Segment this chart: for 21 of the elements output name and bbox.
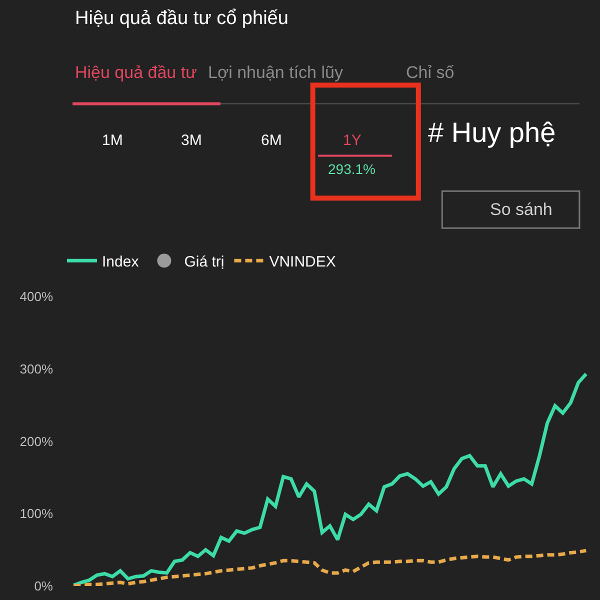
chart-title: Hiệu quả đầu tư cổ phiếu bbox=[75, 8, 288, 29]
text: # Huy phệ bbox=[428, 117, 556, 148]
line-series bbox=[72, 372, 588, 586]
y-tick-label: 400% bbox=[20, 289, 54, 304]
text: 1Y bbox=[343, 132, 362, 149]
legend-label: Index bbox=[102, 253, 140, 270]
legend-label: VNINDEX bbox=[269, 253, 336, 270]
y-tick-label: 300% bbox=[20, 361, 54, 376]
text: 293.1% bbox=[328, 161, 376, 177]
text: Hiệu quả đầu tư bbox=[75, 63, 197, 82]
line-series bbox=[72, 548, 588, 586]
y-tick-label: 0% bbox=[34, 578, 54, 594]
y-tick-label: 200% bbox=[20, 434, 54, 449]
text: So sánh bbox=[490, 200, 552, 219]
text: Lợi nhuận tích lũy bbox=[208, 63, 344, 82]
text: 1M bbox=[102, 132, 123, 149]
text: 6M bbox=[261, 132, 282, 149]
text: Chỉ số bbox=[406, 63, 455, 82]
text: 3M bbox=[181, 132, 202, 149]
y-tick-label: 100% bbox=[20, 506, 54, 522]
legend-label: Giá trị bbox=[184, 253, 224, 270]
